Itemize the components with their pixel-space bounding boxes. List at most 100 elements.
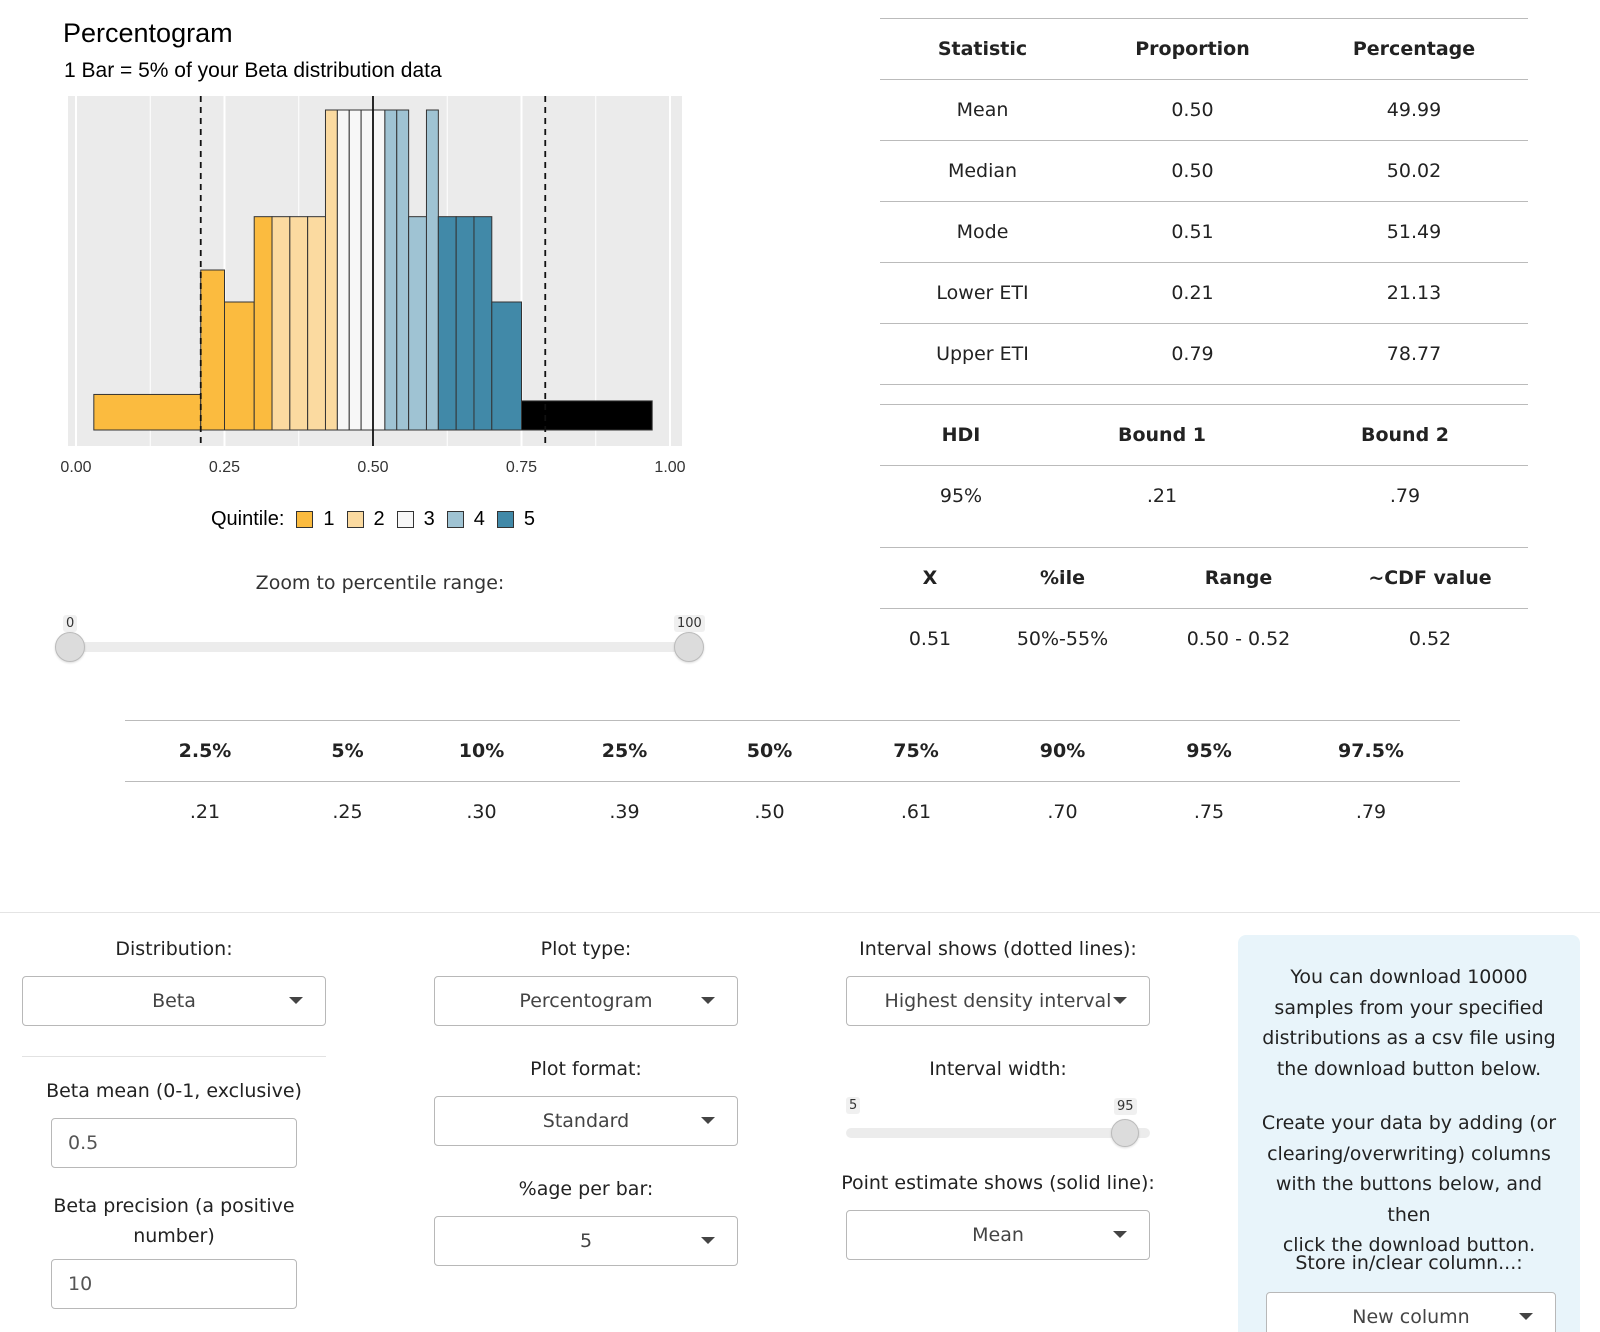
legend-swatch-4: [446, 511, 464, 528]
bar: [372, 109, 386, 431]
interval-width-track[interactable]: [846, 1128, 1150, 1138]
zoom-max-handle[interactable]: [674, 632, 704, 662]
info-line: clearing/overwriting) columns: [1267, 1142, 1551, 1165]
header-p75: 75%: [893, 740, 939, 762]
header-hdi: HDI: [941, 424, 981, 446]
cell: 0.79: [1171, 343, 1214, 365]
legend-label-3: 3: [423, 508, 435, 530]
interval-shows-value: Highest density interval: [884, 990, 1112, 1012]
cell: .50: [754, 801, 785, 824]
cell: Upper ETI: [936, 343, 1029, 365]
age-per-bar-value: 5: [579, 1230, 593, 1252]
zoom-slider-track[interactable]: [70, 642, 690, 652]
cell: Median: [947, 160, 1018, 182]
cell: .75: [1193, 801, 1225, 824]
chevron-down-icon: [1519, 1313, 1533, 1320]
cell: 0.50 - 0.52: [1186, 628, 1291, 651]
plot-subtitle: 1 Bar = 5% of your Beta distribution dat…: [64, 59, 442, 82]
point-estimate-select[interactable]: Mean: [846, 1210, 1150, 1260]
bar: [348, 109, 362, 431]
header-statistic: Statistic: [937, 38, 1028, 60]
bar: [324, 109, 338, 431]
cell: .25: [332, 801, 363, 824]
table-row: Mean 0.50 49.99: [880, 80, 1528, 141]
beta-mean-label: Beta mean (0-1, exclusive): [46, 1080, 302, 1102]
zoom-label: Zoom to percentile range:: [255, 572, 505, 594]
hdi-table: HDI Bound 1 Bound 2 95% .21 .79: [880, 404, 1528, 527]
store-column-select[interactable]: New column: [1266, 1292, 1556, 1332]
cell: .79: [1355, 801, 1387, 824]
bar: [289, 216, 309, 431]
age-per-bar-select[interactable]: 5: [434, 1216, 738, 1266]
store-column-value: New column: [1352, 1306, 1470, 1328]
cell: .30: [466, 801, 497, 824]
percentile-table: 2.5% 5% 10% 25% 50% 75% 90% 95% 97.5% .2…: [125, 720, 1460, 843]
bar: [253, 216, 273, 431]
table-row: 0.51 50%-55% 0.50 - 0.52 0.52: [880, 609, 1528, 670]
beta-mean-input[interactable]: 0.5: [51, 1118, 297, 1168]
x-tick-label: 0.50: [357, 459, 388, 476]
bar: [521, 400, 653, 431]
cell: 21.13: [1386, 282, 1442, 304]
info-line: the download button below.: [1276, 1057, 1542, 1080]
table-row: Upper ETI 0.79 78.77: [880, 324, 1528, 385]
x-tick-label: 0.25: [209, 459, 240, 476]
info-line: click the download button.: [1282, 1234, 1536, 1256]
interval-width-label: Interval width:: [929, 1058, 1067, 1080]
legend-swatch-5: [496, 511, 514, 528]
zoom-min-handle[interactable]: [55, 632, 85, 662]
beta-precision-input[interactable]: 10: [51, 1259, 297, 1309]
plot-format-label: Plot format:: [530, 1058, 642, 1080]
table-header-row: 2.5% 5% 10% 25% 50% 75% 90% 95% 97.5%: [125, 720, 1460, 782]
bar: [384, 109, 398, 431]
legend-label-1: 1: [323, 508, 335, 530]
plot-type-select[interactable]: Percentogram: [434, 976, 738, 1026]
distribution-select[interactable]: Beta: [22, 976, 326, 1026]
table-row: Mode 0.51 51.49: [880, 202, 1528, 263]
cell: 49.99: [1386, 99, 1442, 121]
cell: 0.21: [1171, 282, 1214, 304]
info-line: Create your data by adding (or: [1261, 1112, 1557, 1134]
legend-swatch-3: [396, 511, 414, 528]
interval-width-handle[interactable]: [1111, 1119, 1139, 1147]
column-divider: [22, 1056, 326, 1057]
chevron-down-icon: [701, 1117, 715, 1124]
header-cdf-value: ~CDF value: [1368, 567, 1492, 589]
beta-mean-value: 0.5: [68, 1132, 99, 1154]
header-p25: 25%: [601, 740, 648, 762]
bar: [425, 109, 439, 431]
legend-label-4: 4: [473, 508, 485, 530]
cell: 50.02: [1386, 160, 1442, 182]
bar: [307, 216, 326, 431]
plot-format-select[interactable]: Standard: [434, 1096, 738, 1146]
zoom-min-bubble: 0: [63, 615, 78, 632]
legend-swatch-2: [346, 511, 364, 528]
cell: 0.52: [1408, 628, 1452, 651]
create-data-text: Create your data by adding (or clearing/…: [1258, 1108, 1560, 1261]
cell: 0.51: [908, 628, 952, 651]
table-row: 95% .21 .79: [880, 466, 1528, 527]
chevron-down-icon: [701, 997, 715, 1004]
percentogram-chart: 0.00 0.25 0.50 0.75 1.00: [60, 96, 686, 476]
header-percentile: %ile: [1040, 567, 1085, 589]
distribution-value: Beta: [152, 990, 196, 1012]
interval-shows-select[interactable]: Highest density interval: [846, 976, 1150, 1026]
store-column-label: Store in/clear column...:: [1295, 1252, 1523, 1274]
cell: 0.51: [1171, 221, 1214, 243]
bar: [396, 109, 410, 431]
bar: [455, 216, 475, 431]
cell: 0.50: [1171, 160, 1214, 182]
table-header-row: Statistic Proportion Percentage: [880, 18, 1528, 80]
header-proportion: Proportion: [1135, 38, 1250, 60]
download-info-text: You can download 10000 samples from your…: [1258, 962, 1560, 1084]
cell: .61: [900, 801, 932, 824]
cell: Mode: [956, 221, 1009, 243]
chevron-down-icon: [1113, 1231, 1127, 1238]
cell: Mean: [956, 99, 1009, 121]
legend-swatch-1: [296, 511, 314, 528]
info-line: with the buttons below, and then: [1275, 1173, 1543, 1226]
legend-label-5: 5: [523, 508, 535, 530]
header-p2-5: 2.5%: [178, 740, 232, 762]
interval-shows-label: Interval shows (dotted lines):: [859, 938, 1137, 960]
bar: [200, 269, 226, 431]
